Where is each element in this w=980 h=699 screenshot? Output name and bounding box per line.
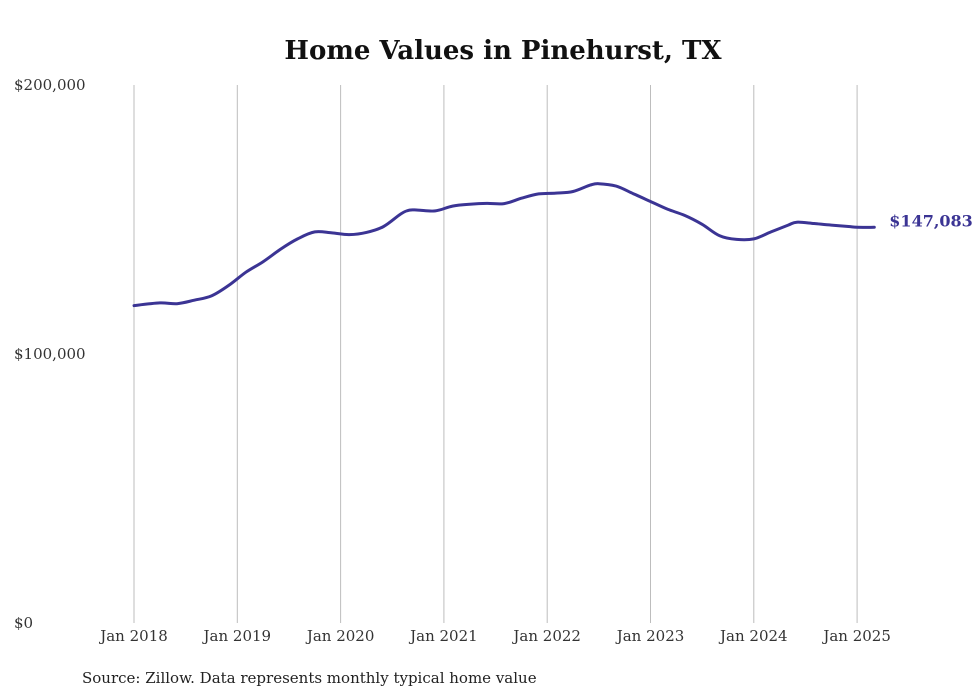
x-tick-label: Jan 2024 xyxy=(718,627,788,645)
y-axis: $0 $100,000 $200,000 xyxy=(14,76,86,632)
x-tick-label: Jan 2021 xyxy=(408,627,478,645)
y-tick-label: $100,000 xyxy=(14,345,86,363)
y-tick-label: $200,000 xyxy=(14,76,86,94)
x-tick-label: Jan 2025 xyxy=(821,627,891,645)
chart-title: Home Values in Pinehurst, TX xyxy=(284,36,722,66)
source-note: Source: Zillow. Data represents monthly … xyxy=(82,669,537,687)
end-value-label: $147,083 xyxy=(889,211,973,230)
x-tick-label: Jan 2019 xyxy=(202,627,272,645)
series-line-0 xyxy=(132,182,876,308)
y-tick-label: $0 xyxy=(14,614,33,632)
x-tick-label: Jan 2022 xyxy=(511,627,581,645)
x-tick-label: Jan 2018 xyxy=(98,627,168,645)
x-tick-label: Jan 2020 xyxy=(305,627,375,645)
gridlines xyxy=(133,85,858,623)
x-axis: Jan 2018 Jan 2019 Jan 2020 Jan 2021 Jan 2022… xyxy=(98,627,891,645)
series-layer xyxy=(132,182,876,308)
x-tick-label: Jan 2023 xyxy=(615,627,685,645)
